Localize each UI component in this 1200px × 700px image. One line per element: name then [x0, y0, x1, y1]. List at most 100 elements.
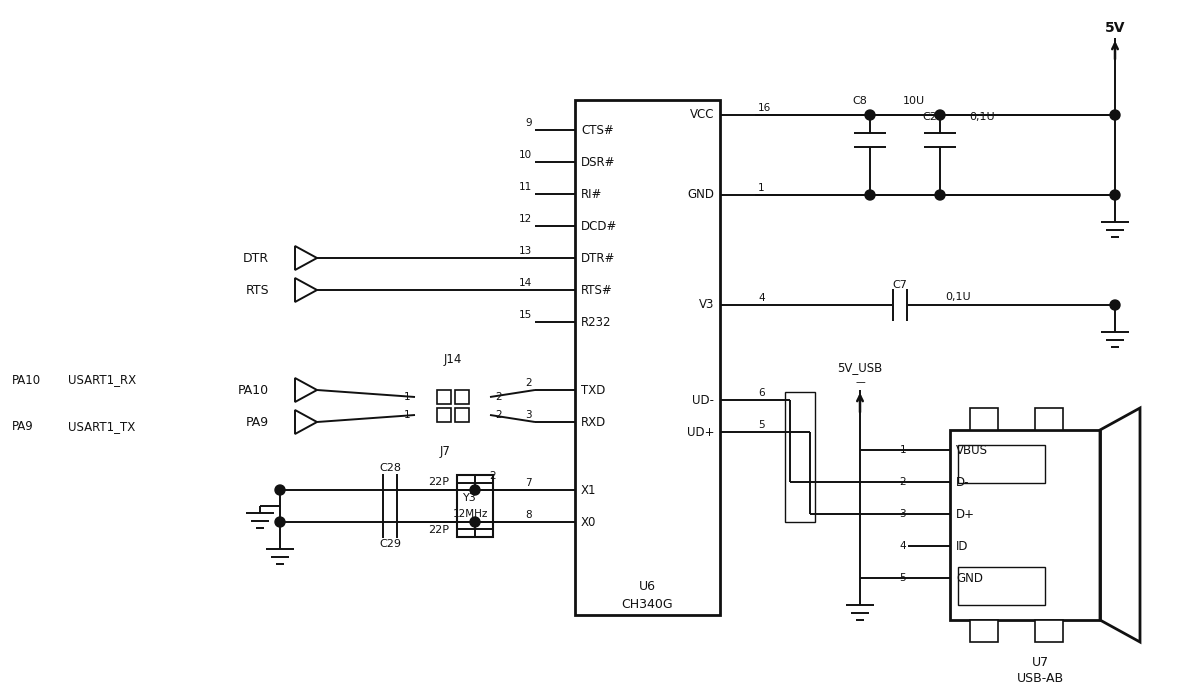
Text: 3: 3 — [899, 509, 906, 519]
Text: USART1_TX: USART1_TX — [68, 421, 136, 433]
Text: X1: X1 — [581, 484, 596, 496]
Text: TXD: TXD — [581, 384, 605, 396]
Text: GND: GND — [686, 188, 714, 202]
Circle shape — [865, 190, 875, 200]
Text: 0,1U: 0,1U — [970, 112, 995, 122]
Circle shape — [470, 485, 480, 495]
Text: 5V_USB: 5V_USB — [838, 361, 883, 374]
Text: 22P: 22P — [428, 477, 449, 487]
Circle shape — [470, 517, 480, 527]
Text: PA9: PA9 — [12, 421, 34, 433]
Text: 3: 3 — [526, 410, 532, 420]
Text: 7: 7 — [526, 478, 532, 488]
Text: CTS#: CTS# — [581, 123, 613, 136]
Text: USART1_RX: USART1_RX — [68, 374, 136, 386]
Circle shape — [1110, 110, 1120, 120]
Text: 4: 4 — [899, 541, 906, 551]
Text: PA9: PA9 — [246, 416, 269, 428]
Text: 11: 11 — [518, 182, 532, 192]
Circle shape — [1110, 190, 1120, 200]
Text: 22P: 22P — [428, 525, 449, 535]
Text: 9: 9 — [526, 118, 532, 128]
Text: 14: 14 — [518, 278, 532, 288]
Text: —: — — [856, 377, 865, 387]
Text: J14: J14 — [443, 354, 462, 367]
Text: 2: 2 — [490, 471, 496, 481]
Text: 16: 16 — [758, 103, 772, 113]
Text: 1: 1 — [403, 392, 410, 402]
Text: PA10: PA10 — [238, 384, 269, 396]
Text: RTS#: RTS# — [581, 284, 613, 297]
Text: R232: R232 — [581, 316, 612, 328]
Text: 15: 15 — [518, 310, 532, 320]
Text: 5V: 5V — [1105, 21, 1126, 35]
Text: 12: 12 — [518, 214, 532, 224]
Text: 1: 1 — [899, 445, 906, 455]
Text: C8: C8 — [852, 96, 866, 106]
Bar — [958, 445, 1045, 483]
Bar — [785, 392, 815, 522]
Bar — [437, 408, 450, 422]
Text: 1: 1 — [403, 410, 410, 420]
Text: USB-AB: USB-AB — [1016, 671, 1063, 685]
Bar — [958, 567, 1045, 605]
Text: D-: D- — [956, 475, 970, 489]
Text: 0,1U: 0,1U — [946, 292, 971, 302]
Bar — [1034, 620, 1063, 642]
Text: 4: 4 — [758, 293, 764, 303]
Text: 8: 8 — [526, 510, 532, 520]
Text: C2: C2 — [922, 112, 937, 122]
Text: V3: V3 — [698, 298, 714, 312]
Text: D+: D+ — [956, 508, 974, 521]
Bar — [437, 390, 450, 404]
Circle shape — [935, 110, 946, 120]
Text: GND: GND — [956, 571, 983, 584]
Text: 2: 2 — [496, 410, 502, 420]
Text: UD-: UD- — [692, 393, 714, 407]
Bar — [970, 620, 998, 642]
Text: RTS: RTS — [245, 284, 269, 297]
Text: DTR: DTR — [242, 251, 269, 265]
Text: ID: ID — [956, 540, 968, 552]
Text: VBUS: VBUS — [956, 444, 988, 456]
Bar — [950, 430, 1100, 620]
Text: 5: 5 — [758, 420, 764, 430]
Circle shape — [275, 485, 286, 495]
Text: C7: C7 — [893, 280, 907, 290]
Text: J7: J7 — [440, 445, 451, 458]
Bar — [970, 408, 998, 430]
Text: X0: X0 — [581, 515, 596, 528]
Bar — [1034, 408, 1063, 430]
Text: DSR#: DSR# — [581, 155, 616, 169]
Text: 12MHz: 12MHz — [452, 509, 487, 519]
Text: 10U: 10U — [902, 96, 925, 106]
Text: CH340G: CH340G — [622, 598, 673, 612]
Text: DTR#: DTR# — [581, 251, 616, 265]
Text: U7: U7 — [1032, 655, 1049, 668]
Bar — [455, 390, 468, 404]
Text: 5: 5 — [899, 573, 906, 583]
Text: C28: C28 — [379, 463, 401, 473]
Text: 10: 10 — [518, 150, 532, 160]
Text: RI#: RI# — [581, 188, 602, 200]
Text: RXD: RXD — [581, 416, 606, 428]
Text: 2: 2 — [496, 392, 502, 402]
Text: DCD#: DCD# — [581, 220, 617, 232]
Circle shape — [275, 517, 286, 527]
Bar — [457, 475, 493, 537]
Circle shape — [935, 190, 946, 200]
Circle shape — [865, 110, 875, 120]
Text: U6: U6 — [640, 580, 656, 594]
Circle shape — [1110, 300, 1120, 310]
Text: 6: 6 — [758, 388, 764, 398]
Bar — [575, 100, 720, 615]
Text: 1: 1 — [758, 183, 764, 193]
Bar — [455, 408, 468, 422]
Text: C29: C29 — [379, 539, 401, 549]
Text: 2: 2 — [899, 477, 906, 487]
Text: 2: 2 — [526, 378, 532, 388]
Text: VCC: VCC — [690, 108, 714, 122]
Text: PA10: PA10 — [12, 374, 41, 386]
Text: 13: 13 — [518, 246, 532, 256]
Text: UD+: UD+ — [686, 426, 714, 438]
